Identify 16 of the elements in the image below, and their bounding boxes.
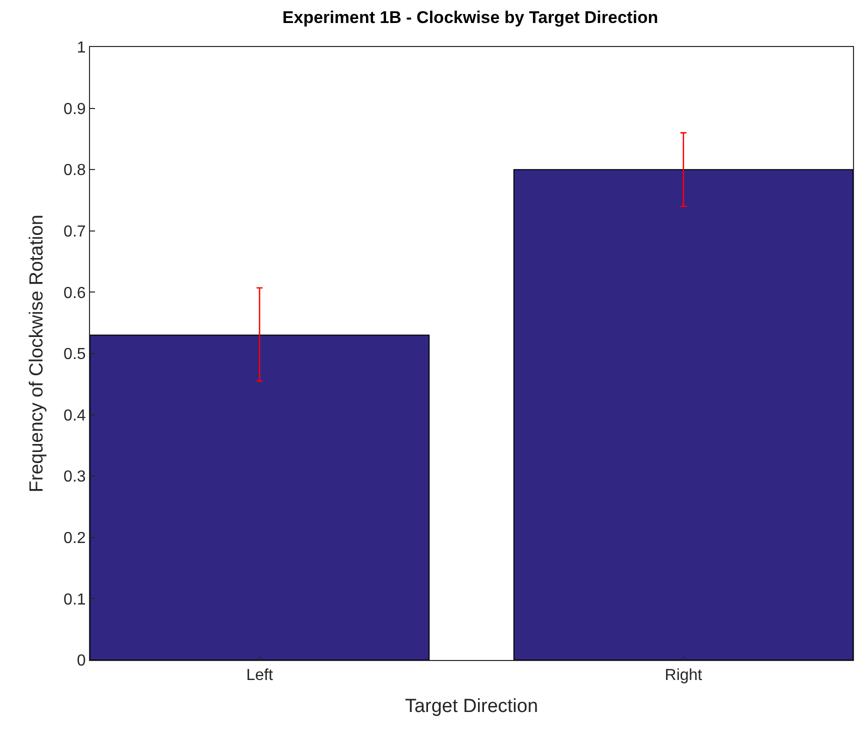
chart-title: Experiment 1B - Clockwise by Target Direction bbox=[282, 8, 658, 27]
y-tick-label: 0 bbox=[76, 652, 86, 670]
y-axis-title: Frequency of Clockwise Rotation bbox=[26, 214, 48, 492]
y-tick-label: 0.6 bbox=[64, 284, 86, 302]
x-tick-label: Left bbox=[246, 667, 274, 684]
y-tick-label: 0.8 bbox=[64, 162, 86, 180]
x-tick-label: Right bbox=[664, 667, 703, 684]
y-tick-label: 0.9 bbox=[64, 100, 86, 118]
x-axis-title: Target Direction bbox=[404, 696, 538, 717]
y-tick-label: 0.3 bbox=[64, 468, 86, 486]
y-tick-label: 0.7 bbox=[64, 224, 86, 240]
y-tick-label: 1 bbox=[76, 40, 86, 57]
y-tick-label: 0.2 bbox=[64, 530, 86, 547]
y-tick-label: 0.1 bbox=[64, 591, 86, 608]
y-tick-label: 0.4 bbox=[64, 407, 86, 424]
y-tick-label: 0.5 bbox=[64, 346, 86, 364]
